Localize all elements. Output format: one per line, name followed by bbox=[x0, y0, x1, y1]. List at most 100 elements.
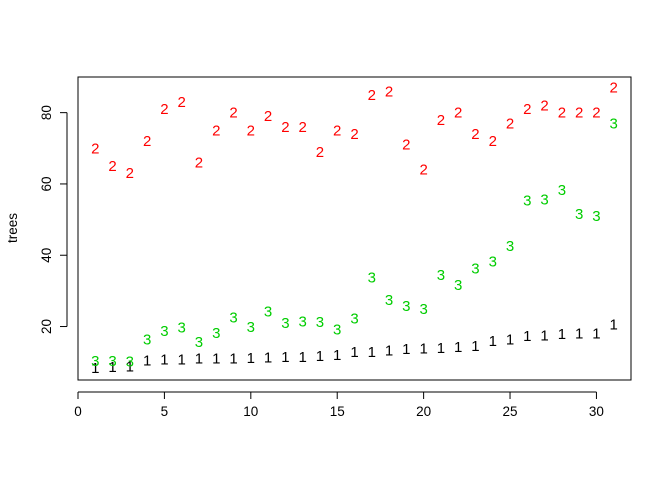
point-series-2: 2 bbox=[160, 101, 168, 118]
point-series-3: 3 bbox=[264, 304, 272, 321]
x-tick-label: 0 bbox=[74, 404, 82, 419]
point-series-3: 3 bbox=[160, 323, 168, 340]
point-series-3: 3 bbox=[419, 301, 427, 318]
point-series-3: 3 bbox=[402, 298, 410, 315]
point-series-3: 3 bbox=[471, 260, 479, 277]
point-series-3: 3 bbox=[540, 191, 548, 208]
point-series-1: 1 bbox=[178, 351, 186, 368]
point-series-1: 1 bbox=[506, 332, 514, 349]
point-series-1: 1 bbox=[454, 339, 462, 356]
point-series-1: 1 bbox=[558, 326, 566, 343]
point-series-3: 3 bbox=[575, 206, 583, 223]
point-series-1: 1 bbox=[592, 326, 600, 343]
point-series-2: 2 bbox=[143, 133, 151, 150]
point-series-1: 1 bbox=[108, 359, 116, 376]
point-series-3: 3 bbox=[126, 353, 134, 370]
x-tick-label: 5 bbox=[161, 404, 169, 419]
point-series-2: 2 bbox=[489, 133, 497, 150]
x-axis: 0 5 10 15 20 25 30 bbox=[74, 391, 604, 419]
point-series-1: 1 bbox=[281, 349, 289, 366]
point-series-2: 2 bbox=[350, 126, 358, 143]
point-series-3: 3 bbox=[247, 319, 255, 336]
point-series-2: 2 bbox=[126, 165, 134, 182]
point-series-1: 1 bbox=[385, 342, 393, 359]
point-series-2: 2 bbox=[212, 122, 220, 139]
point-series-3: 3 bbox=[592, 208, 600, 225]
point-series-3: 3 bbox=[108, 353, 116, 370]
point-series-2: 2 bbox=[575, 105, 583, 122]
point-series-2: 2 bbox=[454, 105, 462, 122]
point-series-3: 3 bbox=[333, 322, 341, 339]
y-tick-label: 20 bbox=[39, 319, 54, 334]
point-series-1: 1 bbox=[368, 344, 376, 361]
y-tick-label: 80 bbox=[39, 105, 54, 120]
point-series-2: 2 bbox=[264, 108, 272, 125]
point-series-3: 3 bbox=[523, 192, 531, 209]
point-series-3: 3 bbox=[91, 353, 99, 370]
point-series-2: 2 bbox=[316, 144, 324, 161]
point-series-1: 1 bbox=[126, 358, 134, 375]
point-series-2: 2 bbox=[523, 101, 531, 118]
point-series-2: 2 bbox=[610, 80, 618, 97]
plot-box bbox=[77, 76, 632, 381]
point-series-1: 1 bbox=[540, 327, 548, 344]
point-series-2: 2 bbox=[558, 105, 566, 122]
point-series-1: 1 bbox=[333, 347, 341, 364]
point-series-2: 2 bbox=[91, 140, 99, 157]
point-series-1: 1 bbox=[489, 333, 497, 350]
y-tick-label: 60 bbox=[39, 176, 54, 191]
point-series-1: 1 bbox=[143, 352, 151, 369]
point-series-1: 1 bbox=[264, 350, 272, 367]
x-tick-label: 20 bbox=[416, 404, 431, 419]
x-tick-label: 15 bbox=[330, 404, 345, 419]
point-series-2: 2 bbox=[419, 162, 427, 179]
point-series-3: 3 bbox=[195, 334, 203, 351]
point-series-2: 2 bbox=[506, 115, 514, 132]
point-series-2: 2 bbox=[402, 137, 410, 154]
point-series-3: 3 bbox=[350, 311, 358, 328]
point-series-1: 1 bbox=[471, 338, 479, 355]
point-series-2: 2 bbox=[178, 94, 186, 111]
point-series-3: 3 bbox=[489, 253, 497, 270]
point-series-2: 2 bbox=[229, 105, 237, 122]
point-series-2: 2 bbox=[195, 155, 203, 172]
point-series-3: 3 bbox=[385, 292, 393, 309]
point-series-2: 2 bbox=[540, 98, 548, 115]
point-series-1: 1 bbox=[523, 328, 531, 345]
point-series-2: 2 bbox=[108, 158, 116, 175]
point-series-2: 2 bbox=[385, 83, 393, 100]
point-series-1: 1 bbox=[229, 350, 237, 367]
y-tick-label: 40 bbox=[39, 248, 54, 263]
point-series-1: 1 bbox=[402, 341, 410, 358]
point-series-3: 3 bbox=[316, 314, 324, 331]
point-series-3: 3 bbox=[437, 267, 445, 284]
point-series-2: 2 bbox=[368, 87, 376, 104]
point-series-1: 1 bbox=[195, 351, 203, 368]
point-series-1: 1 bbox=[437, 340, 445, 357]
point-series-3: 3 bbox=[212, 325, 220, 342]
point-series-2: 2 bbox=[333, 122, 341, 139]
y-axis: 20 40 60 80 bbox=[39, 105, 68, 334]
point-series-3: 3 bbox=[454, 277, 462, 294]
y-axis-label: trees bbox=[5, 213, 20, 243]
point-series-3: 3 bbox=[229, 309, 237, 326]
point-series-2: 2 bbox=[281, 119, 289, 136]
point-series-1: 1 bbox=[247, 350, 255, 367]
point-series-3: 3 bbox=[558, 182, 566, 199]
point-series-3: 3 bbox=[298, 314, 306, 331]
point-series-3: 3 bbox=[143, 331, 151, 348]
point-series-1: 1 bbox=[575, 326, 583, 343]
point-series-1: 1 bbox=[350, 344, 358, 361]
point-series-3: 3 bbox=[368, 269, 376, 286]
x-tick-label: 30 bbox=[589, 404, 604, 419]
point-series-1: 1 bbox=[298, 349, 306, 366]
point-series-2: 2 bbox=[592, 105, 600, 122]
point-series-1: 1 bbox=[316, 348, 324, 365]
x-tick-label: 25 bbox=[503, 404, 518, 419]
point-series-1: 1 bbox=[419, 341, 427, 358]
point-series-2: 2 bbox=[471, 126, 479, 143]
point-series-1: 1 bbox=[160, 352, 168, 369]
point-series-3: 3 bbox=[610, 115, 618, 132]
